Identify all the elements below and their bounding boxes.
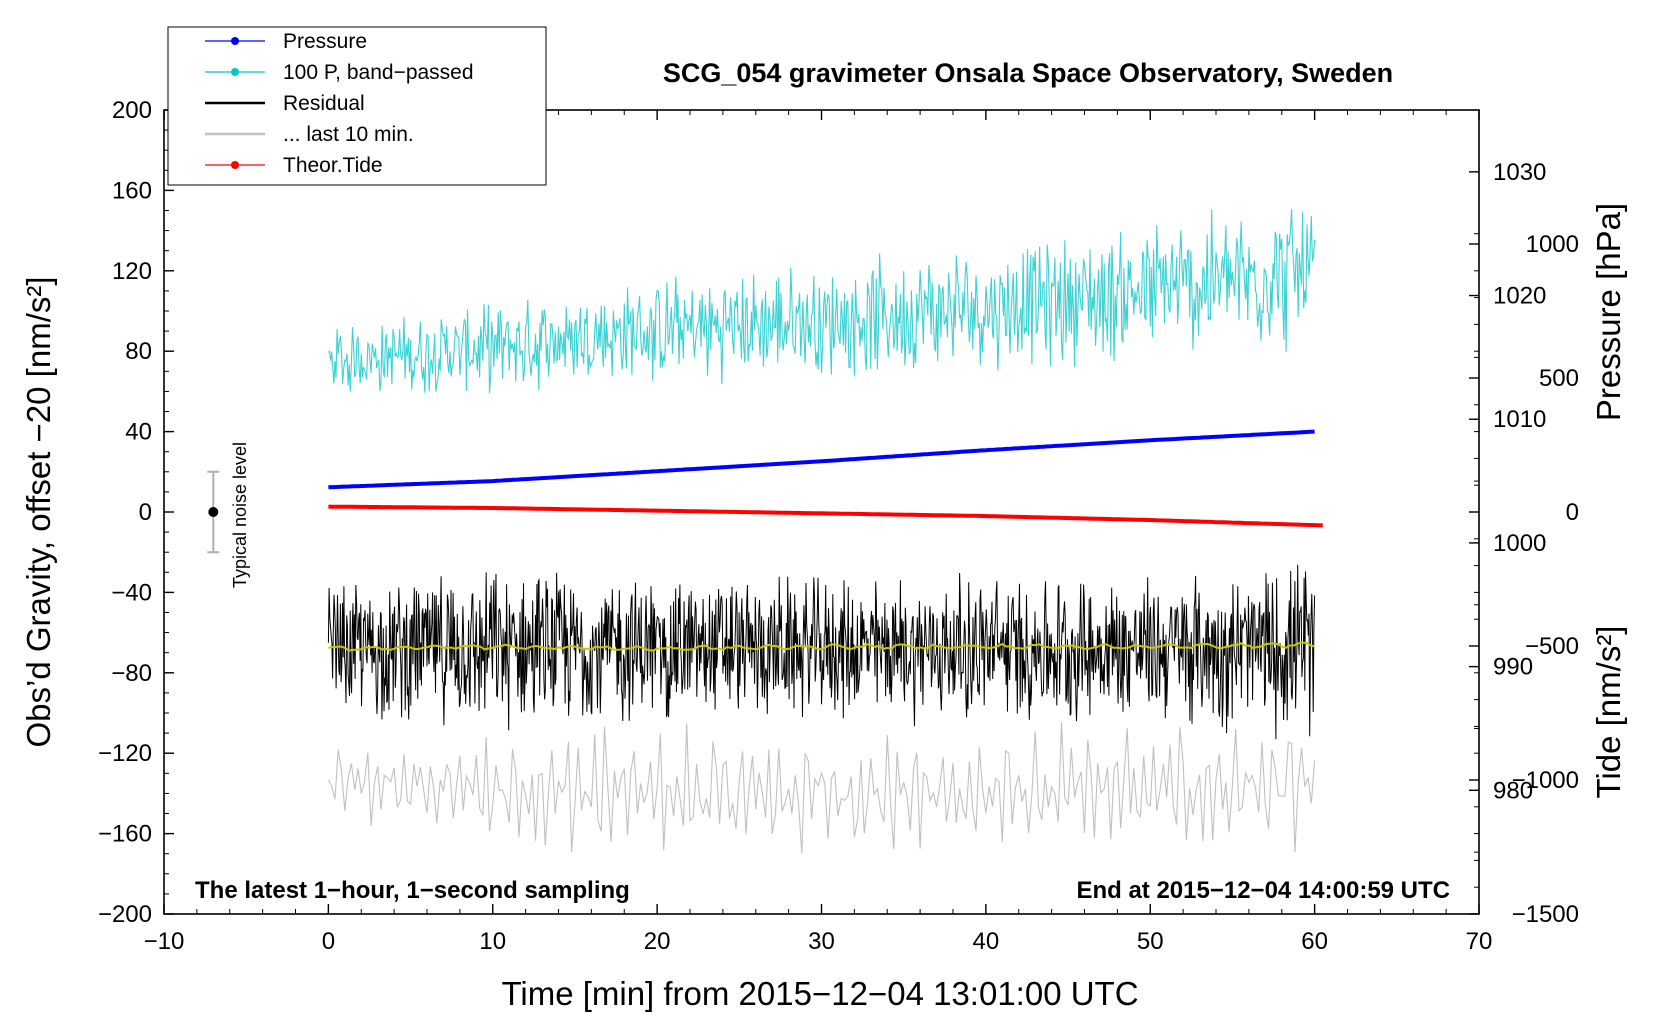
y-axis-label-tide: Tide [nm/s²] (1590, 626, 1627, 799)
y-left-tick-label: −40 (111, 579, 152, 606)
x-axis-label: Time [min] from 2015−12−04 13:01:00 UTC (501, 975, 1138, 1012)
y-left-tick-label: −200 (98, 901, 152, 928)
noise-label: Typical noise level (230, 442, 250, 588)
tide-tick-label: −1000 (1512, 767, 1579, 794)
legend-box (167, 26, 547, 186)
annotation-end-time: End at 2015−12−04 14:00:59 UTC (1076, 877, 1450, 904)
y-left-tick-label: −160 (98, 821, 152, 848)
tide-tick-label: 0 (1566, 499, 1579, 526)
x-tick-label: 10 (479, 928, 506, 955)
legend-label: ... last 10 min. (283, 123, 414, 146)
legend-item: Theor.Tide (205, 154, 383, 177)
legend-marker (231, 37, 239, 45)
y-left-tick-label: −120 (98, 740, 152, 767)
annotation-sampling: The latest 1−hour, 1−second sampling (195, 877, 630, 904)
y-left-tick-label: 40 (125, 419, 152, 446)
series-line (328, 641, 1315, 652)
legend-label: 100 P, band−passed (283, 61, 474, 84)
y-left-tick-label: 80 (125, 338, 152, 365)
legend-item: 100 P, band−passed (205, 61, 474, 84)
x-tick-label: 20 (644, 928, 671, 955)
x-tick-label: 0 (322, 928, 335, 955)
pressure-tick-label: 1020 (1493, 283, 1546, 310)
x-tick-label: 60 (1301, 928, 1328, 955)
legend-label: Pressure (283, 30, 367, 53)
series-line (328, 504, 1323, 528)
series-line (327, 722, 1316, 854)
legend-item: Residual (205, 92, 365, 115)
y-left-tick-label: 200 (112, 97, 152, 124)
legend-item: Pressure (205, 30, 367, 53)
series-layer (327, 209, 1323, 854)
x-tick-label: 30 (808, 928, 835, 955)
legend-items: Pressure 100 P, band−passed Residual ... la… (205, 30, 474, 177)
series-100-p-band-passed (328, 209, 1316, 394)
chart-title: SCG_054 gravimeter Onsala Space Observat… (663, 58, 1393, 88)
y-left-tick-label: 0 (139, 499, 152, 526)
pressure-tick-label: 1000 (1493, 530, 1546, 557)
series-residual-smoothed- (328, 641, 1315, 652)
pressure-tick-label: 990 (1493, 654, 1533, 681)
y-left-tick-label: 120 (112, 258, 152, 285)
tide-tick-label: −500 (1525, 633, 1579, 660)
legend: Pressure 100 P, band−passed Residual ... la… (167, 26, 547, 186)
x-tick-label: −10 (144, 928, 185, 955)
x-tick-label: 50 (1137, 928, 1164, 955)
legend-marker (231, 68, 239, 76)
y-axis-label-left: Obs’d Gravity, offset −20 [nm/s²] (20, 276, 57, 747)
y-left-tick-label: 160 (112, 177, 152, 204)
pressure-tick-label: 1010 (1493, 406, 1546, 433)
legend-label: Residual (283, 92, 365, 115)
tide-tick-label: 1000 (1526, 231, 1579, 258)
series-residual (327, 564, 1316, 740)
tide-tick-label: −1500 (1512, 901, 1579, 928)
noise-indicator (207, 470, 220, 554)
pressure-tick-label: 980 (1493, 777, 1533, 804)
series-theor-tide (328, 504, 1323, 528)
pressure-tick-label: 1030 (1493, 159, 1546, 186)
tick-layer: −10 0 10 20 30 40 50 60 7020016012080400−40−80−1… (98, 97, 1579, 955)
tide-tick-label: 500 (1539, 365, 1579, 392)
x-tick-label: 70 (1466, 928, 1493, 955)
series-pressure (328, 429, 1315, 490)
series--last-10-min- (327, 722, 1316, 854)
legend-label: Theor.Tide (283, 154, 383, 177)
noise-center-dot (208, 507, 219, 517)
y-axis-label-pressure: Pressure [hPa] (1590, 203, 1627, 421)
series-line (327, 564, 1316, 740)
x-tick-label: 40 (973, 928, 1000, 955)
legend-marker (231, 161, 239, 169)
series-line (328, 209, 1316, 394)
y-left-tick-label: −80 (111, 660, 152, 687)
series-line (328, 429, 1315, 490)
legend-item: ... last 10 min. (205, 123, 414, 146)
